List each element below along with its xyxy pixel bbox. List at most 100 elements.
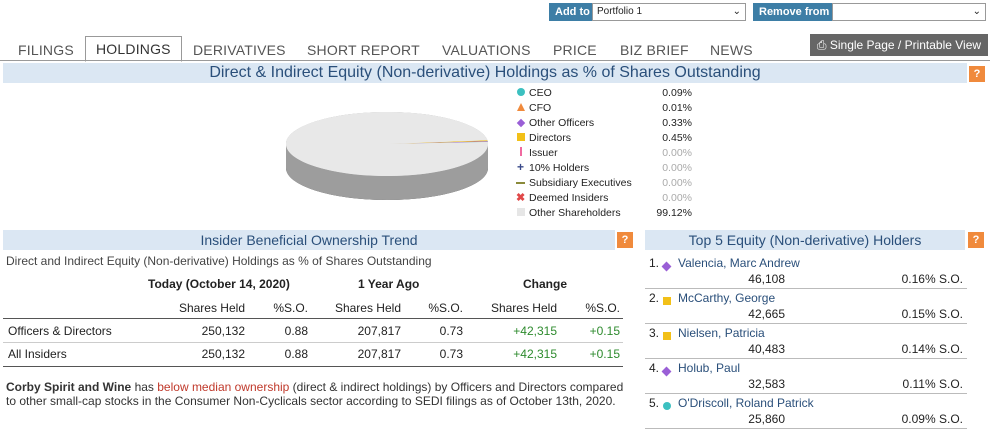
- holder-marker: [663, 397, 671, 415]
- holder-item: 5. O'Driscoll, Roland Patrick 25,860 0.09% …: [645, 394, 967, 429]
- tab-holdings[interactable]: HOLDINGS: [85, 36, 182, 62]
- tab-derivatives[interactable]: DERIVATIVES: [193, 42, 286, 58]
- trend-section-title: Insider Beneficial Ownership Trend: [3, 230, 615, 250]
- tab-biz-brief[interactable]: BIZ BRIEF: [620, 42, 689, 58]
- top5-help-button[interactable]: ?: [968, 232, 984, 248]
- chevron-down-icon: ⌄: [732, 6, 741, 17]
- holder-marker: [661, 362, 672, 380]
- cell-so-today: 0.88: [284, 324, 308, 338]
- portfolio-select-value: Portfolio 1: [597, 6, 643, 17]
- legend-item: CFO 0.01%: [516, 101, 696, 116]
- row-label: All Insiders: [8, 347, 67, 361]
- legend-label: Deemed Insiders: [529, 192, 609, 204]
- pie-slice-directors: [387, 140, 488, 144]
- note-text: (direct & indirect holdings) by Officers…: [6, 380, 624, 408]
- holder-divider: [645, 323, 967, 324]
- holder-name-link[interactable]: Valencia, Marc Andrew: [678, 256, 800, 270]
- row-divider: [3, 342, 623, 343]
- median-ownership-link[interactable]: below median ownership: [157, 380, 290, 394]
- col-head-shares-today: Shares Held: [178, 301, 245, 315]
- legend-value: 0.45%: [662, 132, 692, 144]
- legend-item: Other Officers 0.33%: [516, 116, 696, 131]
- holder-rank: 2.: [649, 291, 660, 305]
- holder-shares: 46,108: [748, 272, 785, 286]
- row-label: Officers & Directors: [8, 324, 112, 338]
- cell-so-year: 0.73: [439, 347, 463, 361]
- bar-icon: [516, 146, 525, 161]
- col-group-today: Today (October 14, 2020): [148, 277, 290, 291]
- pie-slice-cfo: [387, 141, 488, 144]
- holder-shares: 42,665: [748, 307, 785, 321]
- holder-marker: [663, 292, 671, 310]
- col-head-so-change: %S.O.: [585, 301, 620, 315]
- holder-name-link[interactable]: Nielsen, Patricia: [678, 326, 765, 340]
- holder-name-link[interactable]: Holub, Paul: [678, 361, 741, 375]
- tab-filings[interactable]: FILINGS: [18, 42, 74, 58]
- legend-item: Other Shareholders 99.12%: [516, 206, 696, 221]
- pie-slices: [286, 112, 488, 177]
- holder-shares: 40,483: [748, 342, 785, 356]
- tab-valuations[interactable]: VALUATIONS: [442, 42, 531, 58]
- col-group-year-ago: 1 Year Ago: [358, 277, 420, 291]
- legend-value: 99.12%: [656, 207, 692, 219]
- col-head-so-today: %S.O.: [273, 301, 308, 315]
- legend-value: 0.33%: [662, 117, 692, 129]
- square-icon: [663, 332, 671, 340]
- legend-value: 0.00%: [662, 192, 692, 204]
- legend-value: 0.00%: [662, 177, 692, 189]
- holder-divider: [645, 428, 967, 429]
- holder-divider: [645, 288, 967, 289]
- cell-so-today: 0.88: [284, 347, 308, 361]
- pie-slice-other-officers: [387, 141, 488, 144]
- trend-help-button[interactable]: ?: [617, 232, 633, 248]
- cell-shares-year: 207,817: [357, 324, 401, 338]
- tab-price[interactable]: PRICE: [553, 42, 597, 58]
- holder-item: 2. McCarthy, George 42,665 0.15% S.O.: [645, 289, 967, 324]
- legend-value: 0.00%: [662, 147, 692, 159]
- col-head-shares-change: Shares Held: [490, 301, 557, 315]
- holdings-section-title: Direct & Indirect Equity (Non-derivative…: [3, 63, 967, 83]
- table-header-rule: [3, 318, 623, 319]
- ownership-note: Corby Spirit and Wine has below median o…: [6, 380, 631, 408]
- holder-item: 4. Holub, Paul 32,583 0.11% S.O.: [645, 359, 967, 394]
- add-to-button[interactable]: Add to: [549, 3, 596, 21]
- holder-pct: 0.09% S.O.: [901, 412, 963, 426]
- diamond-icon: [661, 261, 672, 272]
- note-text-has: has: [131, 380, 158, 394]
- holder-name-link[interactable]: O'Driscoll, Roland Patrick: [678, 396, 814, 410]
- legend-item: Subsidiary Executives 0.00%: [516, 176, 696, 191]
- legend-value: 0.01%: [662, 102, 692, 114]
- legend-label: Subsidiary Executives: [529, 177, 632, 189]
- holder-shares: 25,860: [748, 412, 785, 426]
- holder-name-link[interactable]: McCarthy, George: [678, 291, 776, 305]
- holder-pct: 0.15% S.O.: [901, 307, 963, 321]
- tab-short-report[interactable]: SHORT REPORT: [307, 42, 420, 58]
- col-group-change: Change: [523, 277, 568, 291]
- legend-label: Other Officers: [529, 117, 595, 129]
- cell-shares-year: 207,817: [357, 347, 401, 361]
- square-icon: [516, 131, 525, 146]
- holder-pct: 0.16% S.O.: [901, 272, 963, 286]
- legend-label: CEO: [529, 87, 552, 99]
- pie-side-face: [286, 144, 488, 200]
- plus-icon: +: [516, 160, 524, 174]
- remove-from-button[interactable]: Remove from: [753, 3, 836, 21]
- cell-shares-today: 250,132: [201, 347, 245, 361]
- remove-from-select[interactable]: ⌄: [832, 3, 986, 21]
- cell-so-change: +0.15: [589, 324, 620, 338]
- holdings-help-button[interactable]: ?: [969, 66, 985, 82]
- tab-news[interactable]: NEWS: [710, 42, 753, 58]
- legend-item: ✖ Deemed Insiders 0.00%: [516, 191, 696, 206]
- legend-label: Directors: [529, 132, 572, 144]
- holder-pct: 0.14% S.O.: [901, 342, 963, 356]
- chevron-down-icon: ⌄: [972, 6, 981, 17]
- portfolio-select[interactable]: Portfolio 1 ⌄: [592, 3, 746, 21]
- table-row: All Insiders 250,132 0.88 207,817 0.73 +…: [0, 345, 625, 365]
- printable-view-button[interactable]: ⎙ Single Page / Printable View: [810, 34, 988, 56]
- legend-value: 0.00%: [662, 162, 692, 174]
- legend-label: 10% Holders: [529, 162, 590, 174]
- legend-label: Other Shareholders: [529, 207, 621, 219]
- printer-icon: ⎙: [816, 38, 827, 52]
- top5-section-title: Top 5 Equity (Non-derivative) Holders: [645, 230, 965, 250]
- trend-subtitle: Direct and Indirect Equity (Non-derivati…: [6, 254, 432, 268]
